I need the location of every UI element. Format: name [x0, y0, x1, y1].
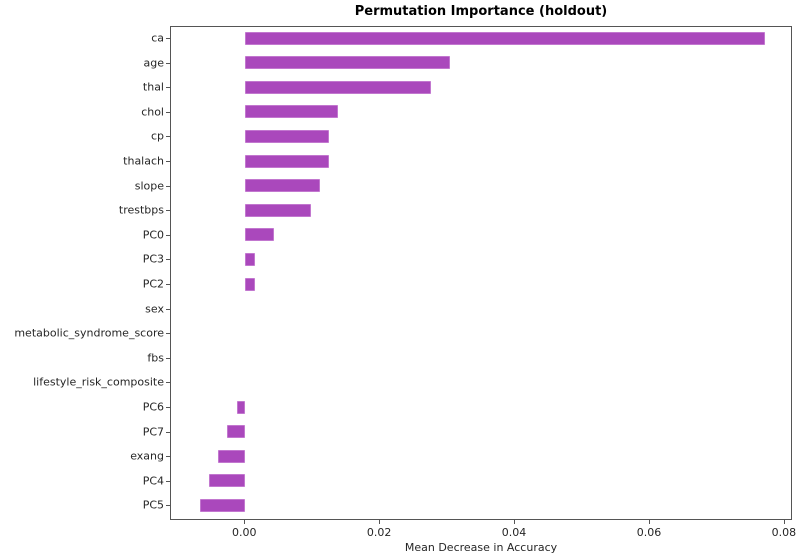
y-tick-label: chol: [141, 105, 164, 119]
bar-PC4: [209, 474, 246, 488]
bar-ca: [245, 31, 765, 45]
y-tick: [166, 480, 170, 482]
bar-thalach: [245, 154, 329, 168]
x-tick: [514, 520, 516, 524]
y-tick-label: PC2: [142, 277, 164, 291]
bar-PC3: [245, 252, 255, 266]
x-tick-label: 0.00: [231, 526, 257, 539]
y-tick: [166, 234, 170, 236]
bar-PC6: [237, 400, 246, 414]
y-tick-label: slope: [134, 179, 164, 193]
y-tick: [166, 333, 170, 335]
y-tick-label: sex: [145, 302, 164, 316]
y-tick-label: ca: [151, 31, 164, 45]
y-tick: [166, 136, 170, 138]
y-tick-label: metabolic_syndrome_score: [14, 326, 164, 340]
x-tick-label: 0.04: [501, 526, 527, 539]
y-tick: [166, 357, 170, 359]
y-tick: [166, 284, 170, 285]
y-tick: [166, 407, 170, 408]
y-tick-label: exang: [130, 449, 164, 463]
y-tick-label: PC5: [142, 498, 164, 512]
y-tick-label: age: [143, 56, 165, 70]
bar-chol: [245, 105, 339, 119]
chart-title: Permutation Importance (holdout): [354, 4, 608, 19]
y-tick: [166, 161, 170, 162]
y-tick: [166, 111, 170, 113]
bar-slope: [245, 179, 321, 193]
y-tick: [166, 185, 170, 187]
y-tick: [166, 308, 170, 310]
y-tick: [166, 62, 170, 64]
y-tick: [166, 259, 170, 261]
y-tick-label: PC3: [142, 252, 164, 266]
y-tick-label: PC4: [142, 474, 164, 488]
x-tick: [648, 520, 650, 524]
y-tick-label: thal: [142, 80, 164, 94]
y-tick: [166, 38, 170, 39]
x-tick: [783, 520, 785, 524]
y-tick: [166, 431, 170, 433]
y-tick: [166, 210, 170, 212]
plot-area: [170, 26, 792, 520]
bar-thal: [245, 80, 432, 94]
y-tick: [166, 505, 170, 507]
y-tick-label: fbs: [147, 351, 164, 365]
bar-trestbps: [245, 203, 311, 217]
y-tick-label: PC6: [142, 400, 164, 414]
y-tick-label: trestbps: [118, 203, 164, 217]
x-axis-title: Mean Decrease in Accuracy: [404, 541, 558, 554]
x-tick-label: 0.02: [366, 526, 392, 539]
y-tick: [166, 87, 170, 89]
x-tick-label: 0.06: [636, 526, 662, 539]
bar-cp: [245, 129, 329, 143]
y-tick-label: PC0: [142, 228, 164, 242]
bar-PC7: [226, 425, 246, 439]
bar-exang: [218, 449, 246, 463]
bar-PC5: [200, 498, 246, 512]
y-tick-label: lifestyle_risk_composite: [33, 375, 164, 389]
x-tick-label: 0.08: [771, 526, 797, 539]
bar-age: [245, 56, 451, 70]
y-tick: [166, 456, 170, 458]
y-tick-label: PC7: [142, 425, 164, 439]
x-tick: [244, 520, 246, 524]
bar-PC2: [245, 277, 255, 291]
y-tick-label: thalach: [123, 154, 164, 168]
bar-PC0: [245, 228, 275, 242]
y-tick-label: cp: [150, 129, 164, 143]
y-tick: [166, 382, 170, 384]
x-tick: [379, 520, 381, 524]
